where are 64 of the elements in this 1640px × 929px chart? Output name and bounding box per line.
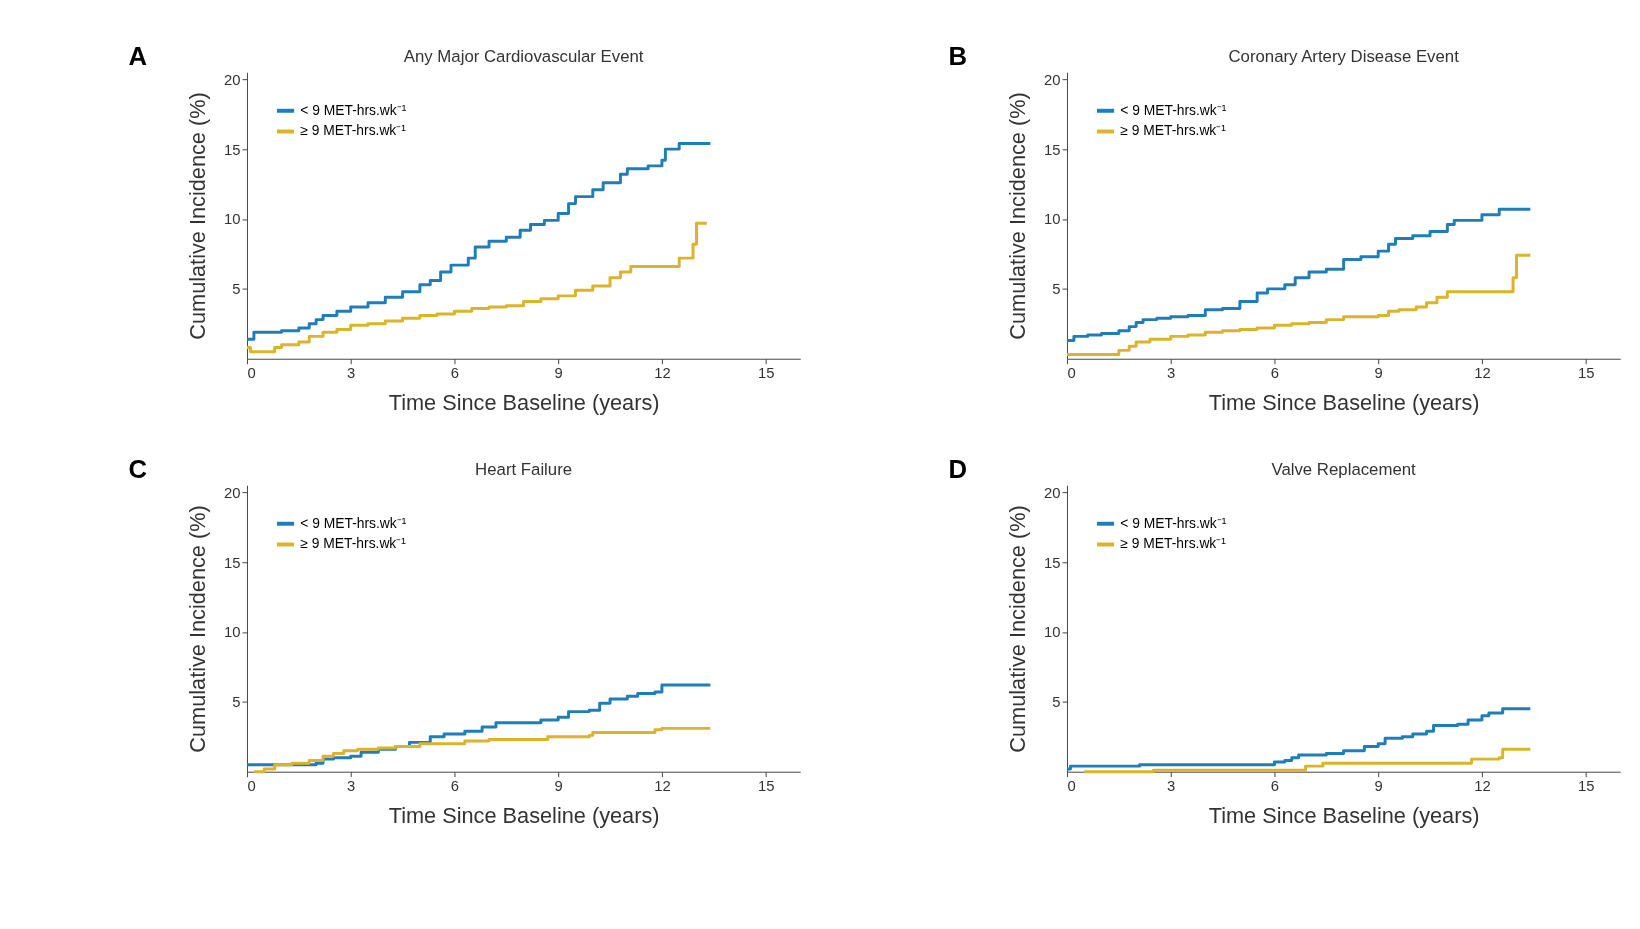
- x-tick-label: 12: [654, 365, 671, 382]
- x-tick-label: 0: [247, 365, 256, 382]
- y-tick-label: 5: [1052, 281, 1061, 298]
- x-axis-title: Time Since Baseline (years): [388, 389, 660, 415]
- y-tick-label: 20: [1044, 484, 1061, 501]
- y-axis-title: Cumulative Incidence (%): [1005, 505, 1031, 753]
- legend-label: ≥ 9 MET-hrs.wk⁻¹: [1120, 535, 1227, 552]
- y-tick-label: 10: [224, 624, 241, 641]
- y-tick-label: 5: [232, 281, 241, 298]
- legend-label: < 9 MET-hrs.wk⁻¹: [1120, 514, 1227, 531]
- x-tick-label: 6: [450, 777, 460, 794]
- y-tick-label: 20: [1044, 71, 1061, 88]
- legend-label: < 9 MET-hrs.wk⁻¹: [1120, 101, 1227, 118]
- x-tick-label: 0: [1067, 365, 1076, 382]
- chart-title: Heart Failure: [475, 460, 573, 480]
- chart-title: Coronary Artery Disease Event: [1228, 47, 1460, 67]
- y-tick-label: 15: [224, 141, 241, 158]
- legend-label: ≥ 9 MET-hrs.wk⁻¹: [300, 535, 407, 552]
- x-tick-label: 9: [1374, 365, 1383, 382]
- x-tick-label: 9: [554, 777, 563, 794]
- x-tick-label: 9: [1374, 777, 1383, 794]
- x-tick-label: 0: [247, 777, 256, 794]
- y-axis-title: Cumulative Incidence (%): [1005, 92, 1031, 340]
- x-tick-label: 3: [1167, 365, 1176, 382]
- x-tick-label: 15: [757, 777, 775, 794]
- x-axis-title: Time Since Baseline (years): [388, 802, 660, 828]
- y-axis-title: Cumulative Incidence (%): [185, 505, 211, 753]
- y-tick-label: 20: [224, 484, 241, 501]
- legend-label: ≥ 9 MET-hrs.wk⁻¹: [1120, 122, 1227, 139]
- y-tick-label: 10: [224, 211, 241, 228]
- text: B: [948, 42, 967, 71]
- y-tick-label: 5: [232, 694, 241, 711]
- x-axis-title: Time Since Baseline (years): [1208, 802, 1480, 828]
- x-tick-label: 12: [654, 777, 671, 794]
- x-axis-title: Time Since Baseline (years): [1208, 389, 1480, 415]
- y-tick-label: 10: [1044, 624, 1061, 641]
- x-tick-label: 6: [1270, 777, 1280, 794]
- x-tick-label: 3: [347, 365, 356, 382]
- x-tick-label: 3: [347, 777, 356, 794]
- x-tick-label: 6: [450, 365, 460, 382]
- y-tick-label: 20: [224, 71, 241, 88]
- text: C: [128, 455, 147, 484]
- y-tick-label: 10: [1044, 211, 1061, 228]
- y-tick-label: 15: [1044, 141, 1061, 158]
- chart-title: Any Major Cardiovascular Event: [403, 47, 644, 67]
- y-tick-label: 15: [1044, 554, 1061, 571]
- x-tick-label: 6: [1270, 365, 1280, 382]
- y-tick-label: 5: [1052, 694, 1061, 711]
- x-tick-label: 15: [1577, 777, 1595, 794]
- x-tick-label: 9: [554, 365, 563, 382]
- x-tick-label: 3: [1167, 777, 1176, 794]
- legend-label: < 9 MET-hrs.wk⁻¹: [300, 514, 407, 531]
- y-tick-label: 15: [224, 554, 241, 571]
- x-tick-label: 15: [1577, 365, 1595, 382]
- x-tick-label: 0: [1067, 777, 1076, 794]
- x-tick-label: 12: [1474, 365, 1491, 382]
- x-tick-label: 15: [757, 365, 775, 382]
- legend-label: ≥ 9 MET-hrs.wk⁻¹: [300, 122, 407, 139]
- text: A: [128, 42, 147, 71]
- x-tick-label: 12: [1474, 777, 1491, 794]
- legend-label: < 9 MET-hrs.wk⁻¹: [300, 101, 407, 118]
- chart-title: Valve Replacement: [1271, 460, 1417, 480]
- y-axis-title: Cumulative Incidence (%): [185, 92, 211, 340]
- text: D: [948, 455, 967, 484]
